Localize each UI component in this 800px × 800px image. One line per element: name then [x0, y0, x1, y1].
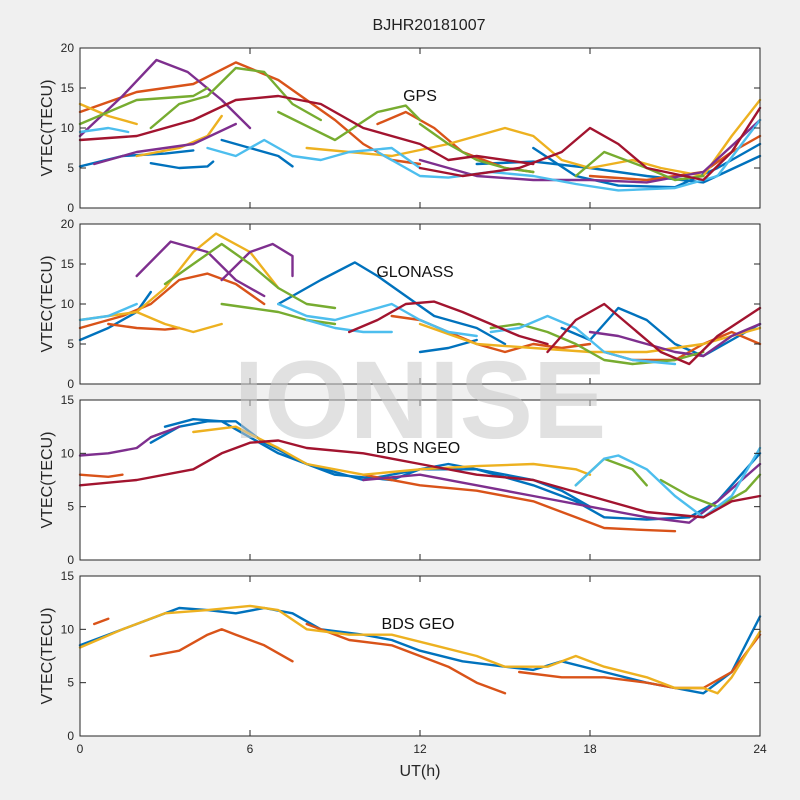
- series-line-19: [277, 302, 478, 338]
- series-line-10: [135, 114, 223, 158]
- series-line-20: [78, 126, 130, 134]
- plot-area: [80, 400, 760, 560]
- series-line-13: [220, 242, 294, 282]
- y-tick-label: 10: [61, 121, 75, 135]
- y-tick-label: 5: [67, 676, 74, 690]
- series-line-22: [376, 118, 762, 192]
- y-tick-label: 0: [67, 377, 74, 391]
- y-tick-label: 20: [61, 41, 75, 55]
- series-line-6: [78, 604, 762, 695]
- y-axis-label: VTEC(TECU): [39, 608, 56, 705]
- panel-annotation: BDS NGEO: [376, 440, 460, 457]
- y-axis-label: VTEC(TECU): [39, 256, 56, 353]
- series-line-14: [418, 118, 762, 184]
- series-line-18: [78, 302, 138, 322]
- watermark-text: IONISE: [234, 339, 607, 462]
- y-tick-label: 15: [61, 393, 75, 407]
- y-tick-label: 5: [67, 337, 74, 351]
- x-tick-label: 12: [413, 742, 427, 756]
- series-line-3: [220, 138, 294, 168]
- panel-1: 0 5 10 15 20 VTEC(TECU) GPS: [39, 41, 762, 215]
- x-tick-label: 0: [77, 742, 84, 756]
- x-axis-label: UT(h): [400, 763, 441, 780]
- series-line-17: [277, 104, 422, 142]
- series-line-5: [518, 633, 762, 690]
- series-line-15: [163, 242, 337, 310]
- series-line-7: [78, 425, 181, 457]
- panel-annotation: BDS GEO: [382, 616, 455, 633]
- series-line-4: [305, 622, 507, 695]
- series-line-3: [149, 628, 294, 663]
- y-tick-label: 15: [61, 257, 75, 271]
- series-line-4: [362, 473, 677, 533]
- y-axis-label: VTEC(TECU): [39, 432, 56, 529]
- y-tick-label: 10: [61, 446, 75, 460]
- y-tick-label: 0: [67, 201, 74, 215]
- x-tick-label: 24: [753, 742, 767, 756]
- series-line-8: [362, 462, 762, 524]
- series-line-23: [546, 302, 762, 366]
- series-line-3: [78, 473, 124, 478]
- series-line-15: [78, 86, 209, 126]
- series-line-23: [78, 94, 535, 166]
- series-line-2: [277, 261, 507, 346]
- series-line-14: [588, 322, 762, 358]
- series-line-9: [78, 102, 138, 126]
- plot-area: [80, 48, 760, 208]
- y-tick-label: 10: [61, 297, 75, 311]
- series-line-12: [135, 240, 266, 298]
- y-tick-label: 10: [61, 622, 75, 636]
- panels: 0 5 10 15 20 VTEC(TECU) GPS 0 5 10 15 20 VTEC(TECU) G…: [39, 41, 767, 756]
- x-tick-label: 6: [247, 742, 254, 756]
- series-line-6: [107, 322, 181, 331]
- panel-4: 0 5 10 15 0 6 12 18 24 VTEC(TECU) BDS GEO: [39, 569, 767, 756]
- series-line-11: [305, 98, 762, 178]
- series-line-21: [206, 138, 422, 170]
- series-line-2: [93, 617, 110, 626]
- figure-title: BJHR20181007: [373, 17, 486, 34]
- series-line-5: [532, 142, 762, 189]
- series-line-2: [149, 160, 215, 170]
- series-line-12: [78, 439, 762, 519]
- series-line-16: [149, 66, 322, 130]
- y-tick-label: 15: [61, 569, 75, 583]
- y-tick-label: 15: [61, 81, 75, 95]
- series-line-1: [78, 290, 152, 342]
- panel-annotation: GLONASS: [376, 264, 453, 281]
- series-line-4: [560, 306, 762, 358]
- y-tick-label: 20: [61, 217, 75, 231]
- series-line-24: [418, 106, 762, 182]
- series-line-20: [305, 318, 393, 334]
- series-line-11: [574, 446, 762, 519]
- series-line-21: [489, 314, 677, 366]
- x-tick-label: 18: [583, 742, 597, 756]
- series-line-10: [135, 310, 223, 334]
- y-tick-label: 5: [67, 161, 74, 175]
- series-line-6: [192, 425, 592, 476]
- series-line-5: [78, 272, 266, 330]
- y-tick-label: 0: [67, 553, 74, 567]
- y-axis-label: VTEC(TECU): [39, 80, 56, 177]
- series-line-3: [418, 338, 478, 354]
- panel-annotation: GPS: [403, 88, 437, 105]
- series-line-22: [348, 300, 549, 346]
- series-line-16: [220, 302, 337, 326]
- panel-2: 0 5 10 15 20 VTEC(TECU) GLONASS: [39, 217, 762, 391]
- panel-3: 0 5 10 15 VTEC(TECU) BDS NGEO: [39, 393, 762, 567]
- y-tick-label: 0: [67, 729, 74, 743]
- y-tick-label: 5: [67, 500, 74, 514]
- series-line-12: [93, 122, 237, 166]
